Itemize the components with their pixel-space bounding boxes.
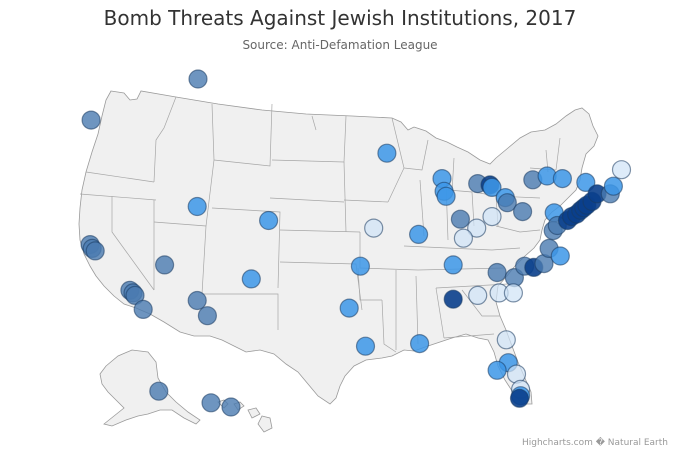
us-bubble-35[interactable] [468,285,488,305]
us-bubble-north[interactable] [188,69,208,89]
us-bubble-70[interactable] [509,388,530,408]
us-land [78,90,599,433]
us-bubble-24[interactable] [450,209,470,229]
us-bubble-60[interactable] [603,176,624,196]
us-bubble-18[interactable] [339,298,359,318]
us-bubble-19[interactable] [355,336,376,356]
us-bubble-66[interactable] [487,360,507,380]
us-bubble-30[interactable] [482,207,502,227]
credits-link[interactable]: Highcharts.com � Natural Earth [522,438,668,448]
us-bubble-12[interactable] [259,210,279,231]
us-bubble-23[interactable] [436,186,456,206]
us-bubble-43[interactable] [512,202,533,222]
alaska-bubble-0[interactable] [149,381,169,401]
us-bubble-61[interactable] [611,160,632,180]
us-bubble-64[interactable] [496,330,516,350]
us-bubble-36[interactable] [487,262,507,283]
map-subtitle: Source: Anti-Defamation League [242,38,438,52]
us-bubble-3[interactable] [85,241,105,261]
us-bubble-34[interactable] [443,289,463,309]
us-bubble-33[interactable] [443,255,463,275]
us-bubble-11[interactable] [187,196,207,217]
map-title: Bomb Threats Against Jewish Institutions… [103,6,577,30]
us-bubble-7[interactable] [133,299,153,319]
alaska-bubble-1[interactable] [201,393,221,413]
us-bubble-13[interactable] [241,269,261,289]
us-bubble-32[interactable] [453,228,473,248]
us-bubble-63[interactable] [550,246,570,266]
us-bubble-6[interactable] [125,285,145,305]
hawaii-bubble-0[interactable] [221,397,241,417]
us-bubble-0[interactable] [81,110,101,130]
us-bubble-20[interactable] [410,334,430,354]
us-bubble-47[interactable] [576,172,596,192]
us-bubble-29[interactable] [497,193,517,213]
us-bubble-17[interactable] [350,256,370,276]
us-bubble-27[interactable] [482,177,502,197]
us-bubble-16[interactable] [409,224,429,244]
us-bubble-42[interactable] [503,283,524,303]
us-bubble-15[interactable] [364,218,384,238]
contiguous-us [78,90,599,405]
threat-bubbles [80,69,632,417]
us-bubble-10[interactable] [197,306,217,326]
us-bubble-14[interactable] [377,143,397,163]
us-bubble-46[interactable] [552,169,573,189]
us-bubble-8[interactable] [155,255,175,275]
us-bubble-9[interactable] [187,290,207,311]
us-bubble-31[interactable] [467,218,487,238]
